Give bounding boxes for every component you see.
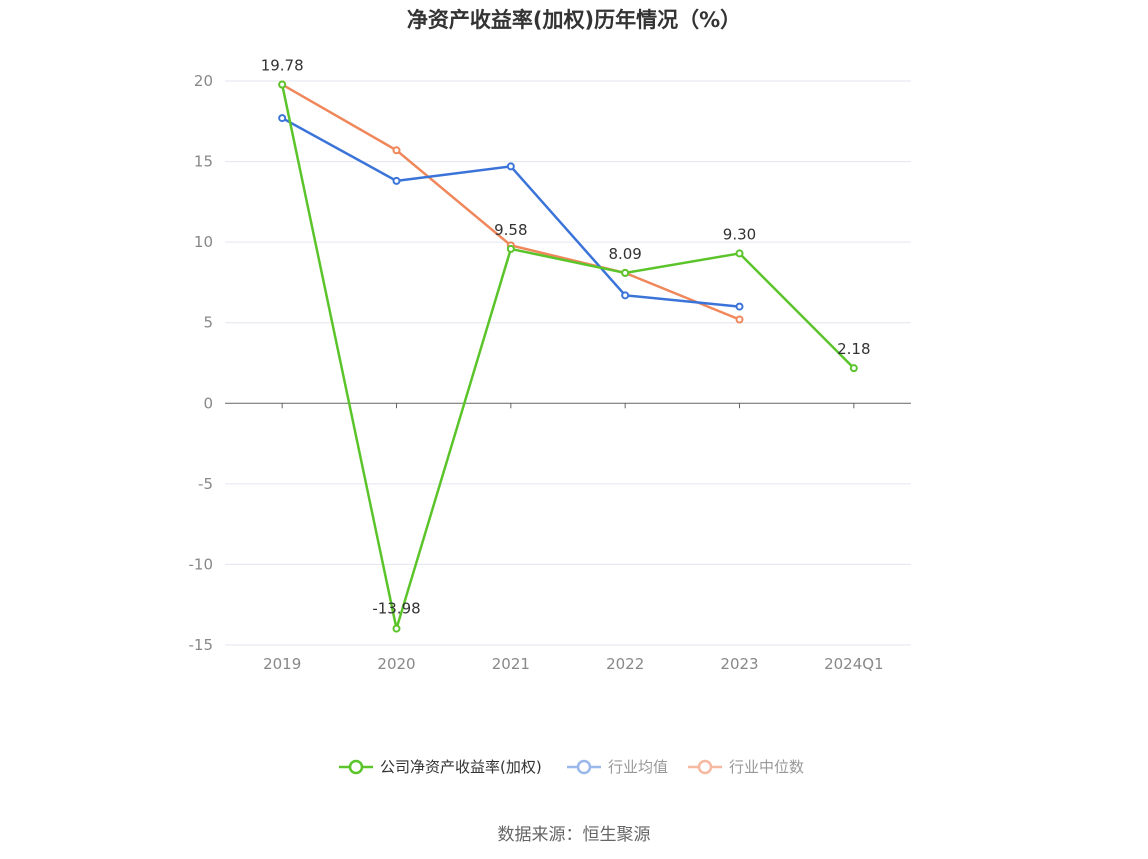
series-line-0	[280, 84, 855, 630]
y-tick-label: -10	[189, 555, 214, 573]
legend-marker	[576, 759, 592, 775]
series-line-1	[281, 116, 740, 308]
data-point	[621, 291, 630, 300]
y-tick-label: 0	[203, 394, 213, 412]
data-point	[735, 302, 744, 311]
data-point	[392, 146, 401, 155]
axes: 20 15 10 5 0 -5 -10 -15 2019 2020 2021 2022 2023 2024…	[189, 72, 911, 673]
series-line-2	[281, 83, 740, 321]
x-tick-label: 2020	[377, 655, 415, 673]
y-tick-label: 5	[203, 314, 213, 332]
data-point	[278, 114, 287, 123]
data-point	[392, 624, 401, 633]
data-point	[506, 244, 515, 253]
x-tick-label: 2019	[263, 655, 301, 673]
legend-label: 公司净资产收益率(加权)	[380, 758, 542, 776]
legend-label: 行业中位数	[729, 758, 804, 776]
data-label: 2.18	[837, 340, 870, 358]
data-point	[278, 80, 287, 89]
x-tick-label: 2023	[720, 655, 758, 673]
y-tick-label: -15	[189, 636, 214, 654]
data-label: 9.30	[723, 225, 756, 243]
data-point	[849, 364, 858, 373]
data-labels: 19.78 -13.98 9.58 8.09 9.30 2.18	[261, 57, 871, 618]
x-tick-label: 2024Q1	[824, 655, 884, 673]
grid-lines	[225, 80, 911, 646]
data-point	[621, 268, 630, 277]
legend-label: 行业均值	[608, 758, 668, 776]
data-label: 8.09	[608, 245, 641, 263]
y-tick-label: -5	[198, 475, 213, 493]
y-tick-label: 10	[194, 233, 213, 251]
legend-marker	[348, 759, 364, 775]
legend-marker	[697, 759, 713, 775]
source-note: 数据来源：恒生聚源	[497, 825, 651, 845]
data-point	[735, 315, 744, 324]
data-label: -13.98	[372, 600, 420, 618]
legend: 公司净资产收益率(加权) 行业均值 行业中位数	[339, 758, 804, 776]
data-point	[392, 176, 401, 185]
chart-title: 净资产收益率(加权)历年情况（%）	[406, 8, 742, 32]
x-tick-label: 2021	[492, 655, 530, 673]
x-tick-label: 2022	[606, 655, 644, 673]
data-point	[506, 162, 515, 171]
series-lines	[278, 80, 858, 633]
y-tick-label: 20	[194, 72, 213, 90]
data-label: 9.58	[494, 221, 527, 239]
data-label: 19.78	[261, 57, 304, 75]
y-tick-label: 15	[194, 153, 213, 171]
data-point	[735, 249, 744, 258]
